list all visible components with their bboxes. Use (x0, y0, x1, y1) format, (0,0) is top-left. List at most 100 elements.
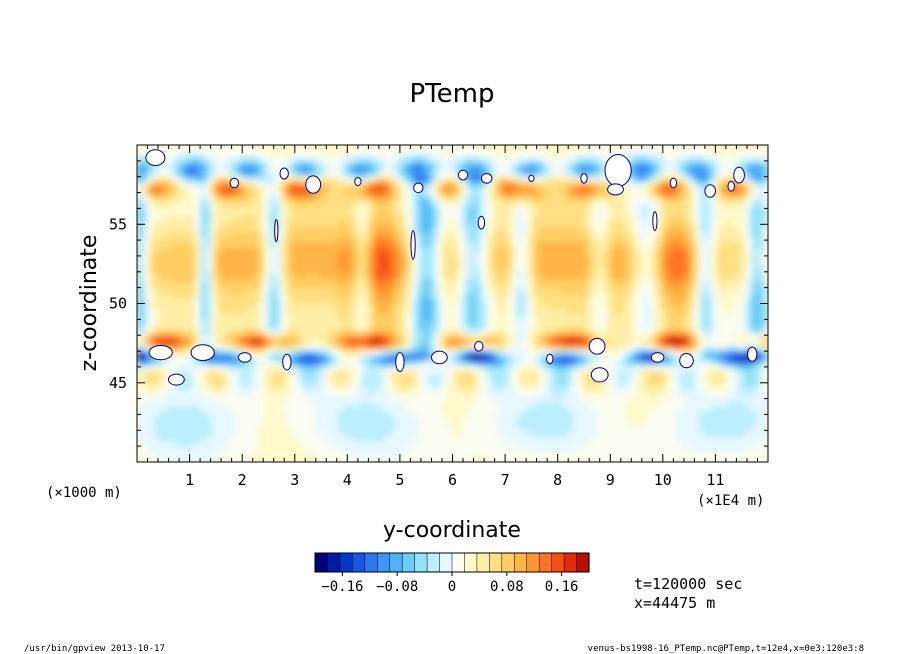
heatmap-cell (435, 150, 442, 156)
heatmap-cell (154, 405, 161, 412)
heatmap-cell (527, 293, 534, 299)
heatmap-cell (217, 191, 224, 197)
heatmap-cell (263, 349, 270, 356)
heatmap-cell (263, 231, 270, 238)
heatmap-cell (406, 436, 413, 443)
heatmap-cell (590, 155, 597, 161)
heatmap-cell (309, 308, 316, 315)
heatmap-cell (458, 221, 465, 228)
heatmap-cell (343, 308, 350, 315)
heatmap-cell (245, 415, 253, 422)
heatmap-cell (521, 364, 528, 371)
heatmap-cell (504, 145, 511, 151)
heatmap-cell (154, 262, 161, 269)
heatmap-cell (584, 221, 591, 228)
heatmap-cell (366, 267, 373, 274)
heatmap-cell (200, 364, 207, 371)
heatmap-cell (297, 211, 304, 218)
heatmap-cell (159, 390, 167, 397)
heatmap-cell (446, 375, 454, 381)
heatmap-cell (538, 262, 545, 269)
heatmap-cell (354, 415, 362, 422)
heatmap-cell (532, 334, 540, 340)
heatmap-cell (389, 277, 396, 284)
heatmap-cell (326, 206, 333, 213)
heatmap-cell (205, 385, 213, 392)
heatmap-cell (481, 395, 488, 402)
heatmap-cell (475, 446, 482, 453)
heatmap-cell (372, 395, 379, 402)
heatmap-cell (228, 431, 236, 438)
heatmap-cell (205, 334, 213, 340)
heatmap-cell (400, 364, 408, 371)
heatmap-cell (332, 390, 339, 397)
heatmap-cell (469, 196, 477, 202)
heatmap-cell (555, 277, 563, 284)
heatmap-cell (584, 359, 591, 366)
heatmap-cell (205, 170, 213, 177)
heatmap-cell (550, 252, 557, 259)
heatmap-cell (354, 329, 362, 335)
heatmap-cell (481, 211, 488, 218)
heatmap-cell (389, 339, 396, 345)
heatmap-cell (509, 395, 517, 402)
heatmap-cell (159, 375, 167, 381)
heatmap-cell (268, 155, 276, 161)
heatmap-cell (412, 313, 419, 320)
heatmap-cell (297, 390, 304, 397)
heatmap-cell (406, 277, 413, 284)
heatmap-cell (486, 196, 494, 202)
heatmap-cell (223, 226, 230, 233)
heatmap-cell (349, 400, 356, 407)
heatmap-cell (280, 415, 287, 422)
heatmap-cell (309, 354, 316, 361)
heatmap-cell (544, 375, 551, 381)
heatmap-cell (435, 160, 442, 167)
heatmap-cell (303, 390, 310, 397)
heatmap-cell (458, 288, 465, 294)
heatmap-cell (475, 375, 482, 381)
heatmap-cell (137, 400, 144, 407)
heatmap-cell (165, 165, 173, 172)
heatmap-cell (377, 191, 385, 197)
heatmap-cell (314, 313, 322, 320)
heatmap-cell (492, 257, 499, 264)
heatmap-cell (532, 231, 540, 238)
heatmap-cell (280, 329, 287, 335)
heatmap-cell (200, 185, 207, 192)
heatmap-cell (412, 267, 419, 274)
heatmap-cell (200, 329, 207, 335)
heatmap-cell (441, 303, 448, 310)
heatmap-cell (337, 180, 345, 187)
heatmap-cell (423, 293, 431, 299)
heatmap-cell (463, 155, 471, 161)
heatmap-cell (297, 206, 304, 213)
heatmap-cell (326, 359, 333, 366)
heatmap-cell (165, 180, 173, 187)
heatmap-cell (429, 436, 436, 443)
heatmap-cell (257, 175, 264, 182)
heatmap-cell (567, 272, 574, 279)
heatmap-cell (492, 191, 499, 197)
heatmap-cell (584, 206, 591, 213)
heatmap-cell (383, 288, 390, 294)
heatmap-cell (303, 313, 310, 320)
heatmap-cell (194, 277, 201, 284)
heatmap-cell (263, 196, 270, 202)
heatmap-cell (154, 293, 161, 299)
heatmap-cell (200, 277, 207, 284)
heatmap-cell (395, 150, 402, 156)
heatmap-cell (234, 211, 241, 218)
heatmap-cell (452, 385, 459, 392)
heatmap-cell (389, 446, 396, 453)
heatmap-cell (137, 354, 144, 361)
heatmap-cell (251, 237, 259, 243)
heatmap-cell (211, 288, 218, 294)
heatmap-cell (251, 170, 259, 177)
heatmap-cell (527, 364, 534, 371)
heatmap-cell (211, 415, 218, 422)
heatmap-cell (584, 185, 591, 192)
heatmap-cell (223, 201, 230, 207)
heatmap-cell (251, 150, 259, 156)
heatmap-cell (223, 441, 230, 448)
